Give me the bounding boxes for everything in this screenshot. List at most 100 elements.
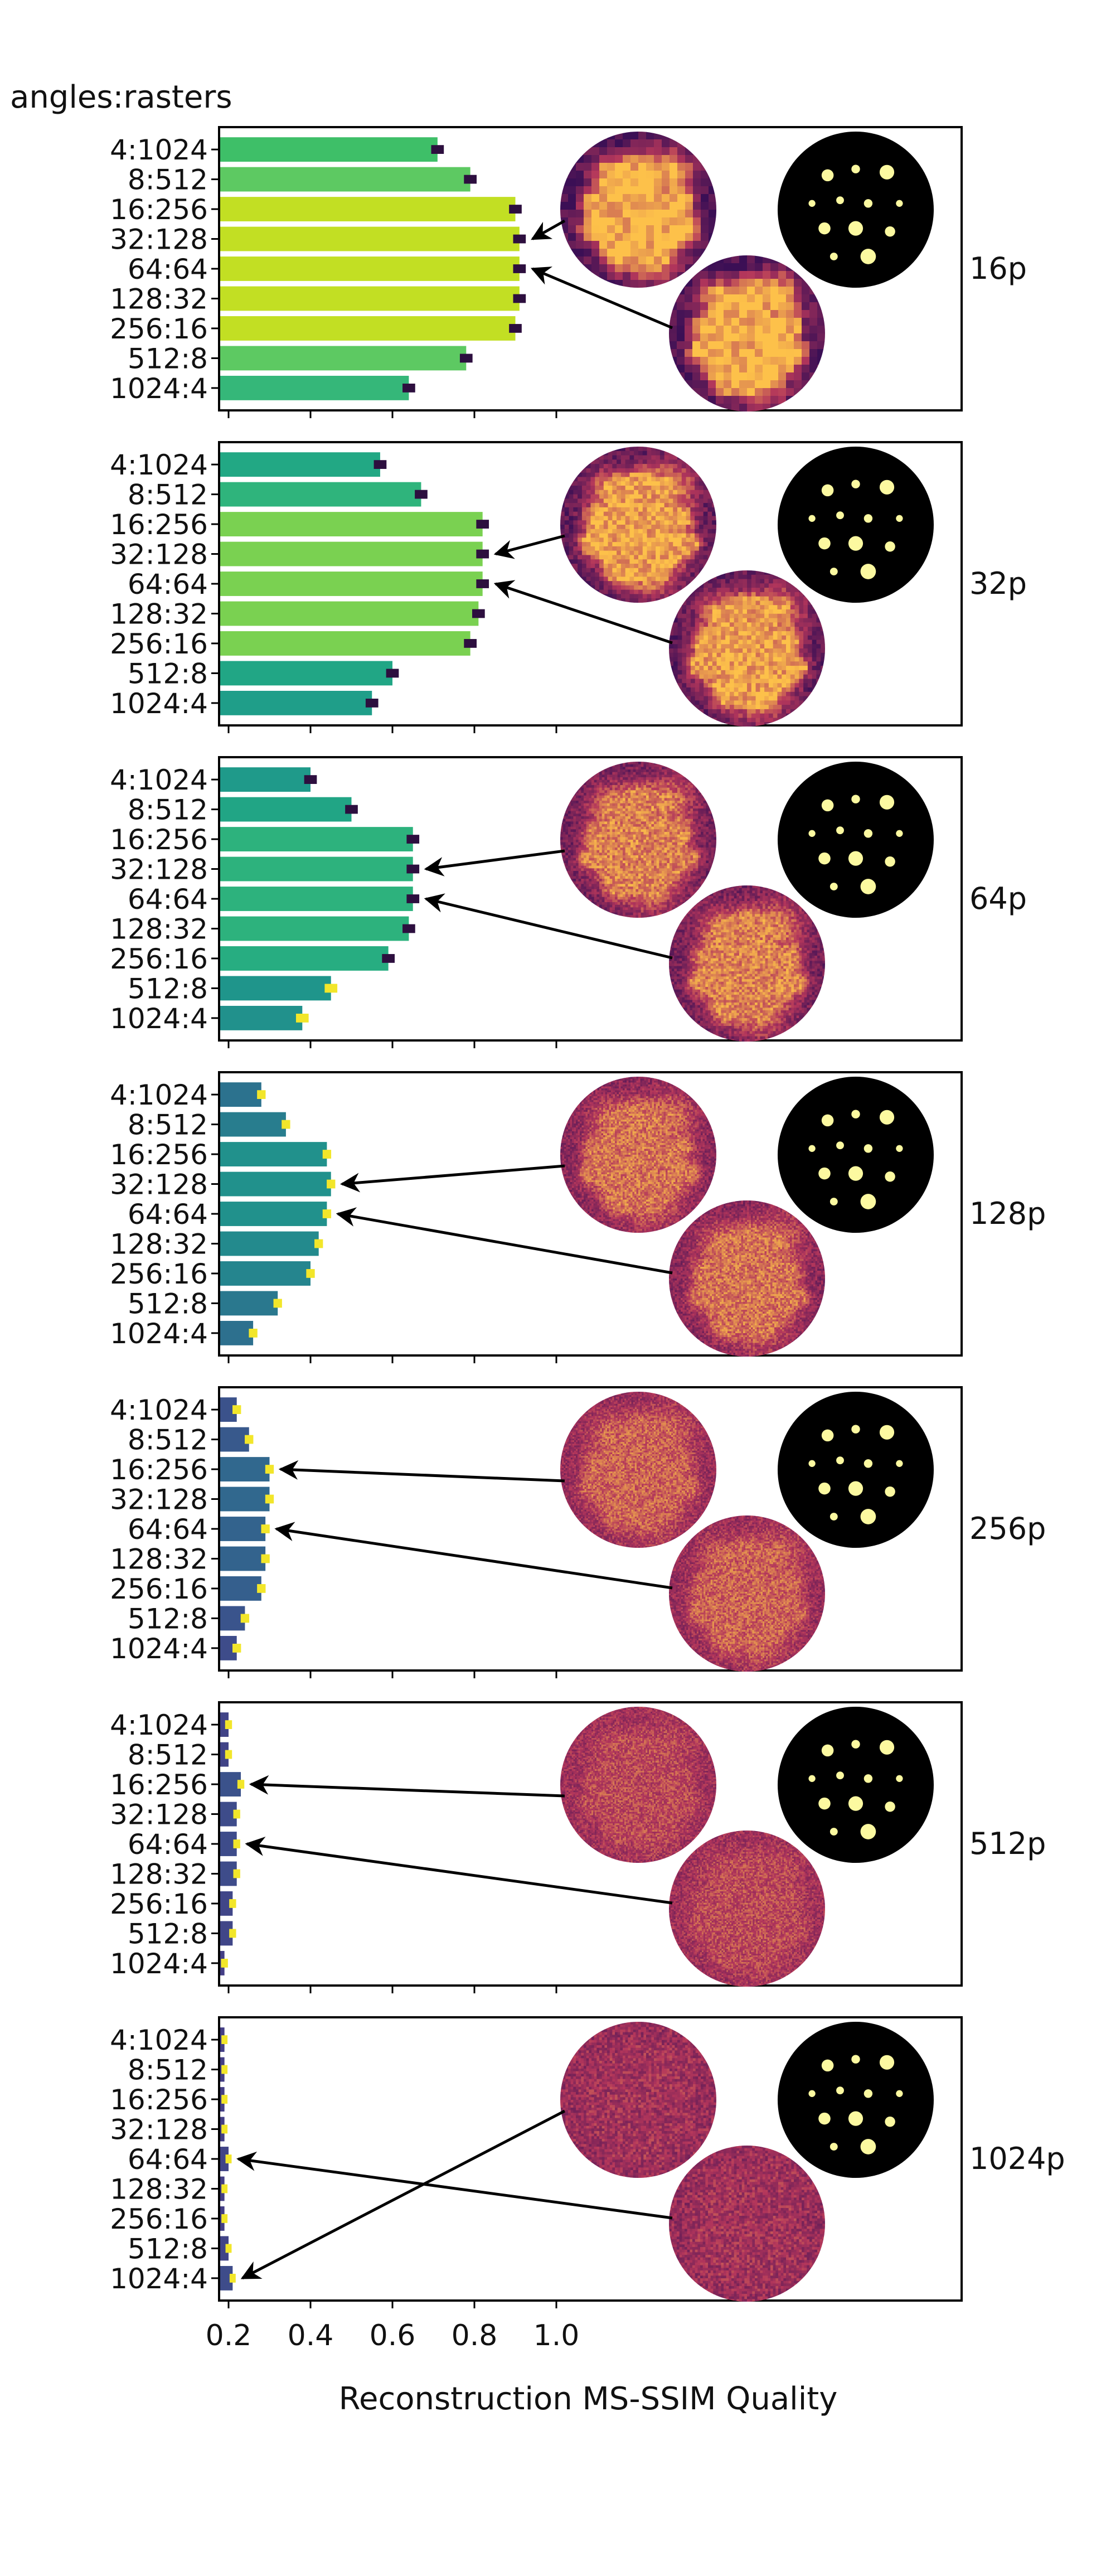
error-bar bbox=[225, 1750, 232, 1759]
arrow-thumbnail-a bbox=[496, 536, 565, 554]
bar-32:128 bbox=[220, 227, 520, 251]
y-tick-label: 64:64 bbox=[128, 883, 208, 916]
recon-thumbnail-a-0 bbox=[560, 132, 717, 288]
x-axis-label: Reconstruction MS-SSIM Quality bbox=[339, 2381, 838, 2417]
truth-thumbnail-5-spot bbox=[896, 1775, 903, 1782]
truth-thumbnail-6-spot bbox=[896, 2090, 903, 2097]
y-tick-label: 16:256 bbox=[110, 1769, 208, 1801]
truth-thumbnail-1-spot bbox=[885, 541, 895, 551]
truth-thumbnail-1-spot bbox=[861, 564, 876, 579]
y-tick-label: 16:256 bbox=[110, 1454, 208, 1486]
error-bar bbox=[323, 1209, 331, 1218]
truth-thumbnail-5-spot bbox=[848, 1797, 863, 1811]
truth-thumbnail-1-spot bbox=[864, 514, 872, 522]
error-bar bbox=[221, 2214, 227, 2223]
x-tick-label: 0.6 bbox=[370, 2319, 416, 2352]
truth-thumbnail-1-spot bbox=[851, 480, 860, 488]
y-tick-label: 8:512 bbox=[128, 1109, 208, 1141]
bar-4:1024 bbox=[220, 452, 380, 477]
truth-thumbnail-2-spot bbox=[885, 856, 895, 866]
truth-thumbnail-3-spot bbox=[808, 1145, 815, 1152]
bar-256:16 bbox=[220, 1576, 261, 1601]
error-bar bbox=[323, 1150, 331, 1159]
panel-label: 64p bbox=[969, 881, 1027, 916]
truth-thumbnail-0-spot bbox=[896, 200, 903, 207]
truth-thumbnail-1-spot bbox=[848, 536, 863, 551]
truth-thumbnail-4-spot bbox=[885, 1486, 895, 1497]
truth-thumbnail-2-spot bbox=[808, 830, 815, 837]
y-tick-label: 32:128 bbox=[110, 1799, 208, 1831]
error-bar bbox=[261, 1524, 269, 1533]
panel-16p: 4:10248:51216:25632:12864:64128:32256:16… bbox=[110, 127, 1027, 418]
bar-64:64 bbox=[220, 1517, 265, 1541]
truth-thumbnail-4-spot bbox=[861, 1509, 876, 1524]
y-tick-label: 4:1024 bbox=[110, 449, 208, 481]
truth-thumbnail-4-spot bbox=[896, 1460, 903, 1467]
error-bar bbox=[241, 1614, 249, 1623]
bar-64:64 bbox=[220, 572, 483, 596]
error-bar bbox=[230, 2274, 236, 2283]
y-axis-header: angles:rasters bbox=[10, 79, 232, 115]
y-tick-label: 128:32 bbox=[110, 598, 208, 630]
y-tick-label: 256:16 bbox=[110, 943, 208, 975]
y-tick-label: 512:8 bbox=[128, 1602, 208, 1635]
bar-8:512 bbox=[220, 797, 352, 822]
y-tick-label: 1024:4 bbox=[110, 1318, 208, 1350]
bar-32:128 bbox=[220, 1172, 331, 1197]
truth-thumbnail-4-spot bbox=[808, 1460, 815, 1467]
bar-4:1024 bbox=[220, 137, 438, 162]
error-bar bbox=[402, 924, 415, 933]
truth-thumbnail-0-spot bbox=[851, 165, 860, 173]
y-tick-label: 32:128 bbox=[110, 2114, 208, 2146]
truth-thumbnail-2-spot bbox=[896, 830, 903, 837]
truth-thumbnail-3-spot bbox=[848, 1166, 863, 1181]
error-bar bbox=[232, 1405, 241, 1414]
arrow-thumbnail-a bbox=[242, 2111, 565, 2278]
bar-1024:4 bbox=[220, 691, 372, 715]
bar-1024:4 bbox=[220, 1321, 253, 1345]
recon-thumbnail-b-1 bbox=[669, 570, 826, 727]
y-tick-label: 64:64 bbox=[128, 568, 208, 601]
truth-thumbnail-5-spot bbox=[808, 1775, 815, 1782]
y-tick-label: 1024:4 bbox=[110, 1003, 208, 1035]
error-bar bbox=[476, 579, 489, 588]
truth-thumbnail-3-spot bbox=[851, 1110, 860, 1118]
error-bar bbox=[221, 2125, 227, 2134]
truth-thumbnail-4-spot bbox=[864, 1459, 872, 1468]
recon-thumbnail-a-5 bbox=[560, 1707, 717, 1863]
truth-thumbnail-0-spot bbox=[830, 253, 838, 260]
y-tick-label: 128:32 bbox=[110, 2173, 208, 2205]
bar-128:32 bbox=[220, 602, 478, 626]
error-bar bbox=[460, 354, 473, 363]
truth-thumbnail-0-spot bbox=[880, 165, 894, 180]
y-tick-label: 4:1024 bbox=[110, 1394, 208, 1426]
truth-thumbnail-6-spot bbox=[836, 2086, 844, 2094]
x-tick-label: 0.8 bbox=[452, 2319, 498, 2352]
bar-16:256 bbox=[220, 197, 516, 221]
y-tick-label: 256:16 bbox=[110, 313, 208, 345]
truth-thumbnail-0-spot bbox=[861, 249, 876, 264]
truth-thumbnail-6-spot bbox=[864, 2089, 872, 2098]
truth-thumbnail-5-spot bbox=[822, 1745, 834, 1757]
error-bar bbox=[402, 384, 415, 393]
recon-thumbnail-b-0 bbox=[669, 255, 826, 412]
panel-64p: 4:10248:51216:25632:12864:64128:32256:16… bbox=[110, 757, 1027, 1048]
error-bar bbox=[431, 145, 444, 154]
truth-thumbnail-5-spot bbox=[836, 1771, 844, 1779]
error-bar bbox=[464, 175, 477, 184]
arrow-thumbnail-a bbox=[251, 1784, 565, 1796]
bar-8:512 bbox=[220, 167, 470, 192]
truth-thumbnail-3-spot bbox=[896, 1145, 903, 1152]
truth-thumbnail-6-spot bbox=[848, 2112, 863, 2126]
error-bar bbox=[221, 2095, 227, 2104]
bar-4:1024 bbox=[220, 767, 311, 792]
truth-thumbnail-3-disk bbox=[778, 1077, 934, 1233]
truth-thumbnail-4 bbox=[778, 1392, 934, 1548]
y-tick-label: 1024:4 bbox=[110, 1633, 208, 1665]
error-bar bbox=[232, 1644, 241, 1653]
panel-128p: 4:10248:51216:25632:12864:64128:32256:16… bbox=[110, 1072, 1046, 1363]
error-bar bbox=[513, 294, 526, 303]
error-bar bbox=[233, 1870, 240, 1878]
error-bar bbox=[221, 2185, 227, 2194]
panel-label: 16p bbox=[969, 251, 1027, 286]
